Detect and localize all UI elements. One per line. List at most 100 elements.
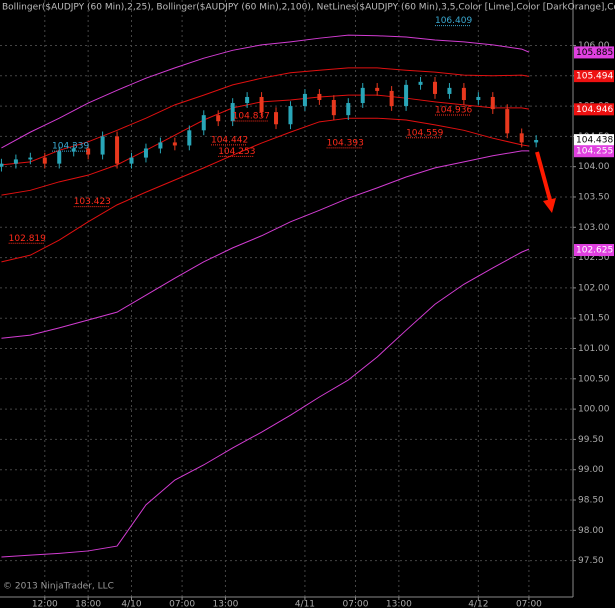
copyright: © 2013 NinjaTrader, LLC bbox=[3, 582, 114, 592]
price-marker-box bbox=[574, 145, 614, 158]
level-label: 104.393 bbox=[327, 138, 364, 148]
candle-body bbox=[115, 136, 120, 164]
candle-body bbox=[519, 133, 524, 143]
candle-body bbox=[13, 159, 18, 164]
candle-body bbox=[360, 87, 365, 104]
x-tick-label: 07:00 bbox=[343, 600, 369, 608]
level-label: 106.409 bbox=[435, 16, 472, 26]
band-line bbox=[1, 150, 529, 339]
band-line bbox=[1, 117, 530, 263]
candle-body bbox=[42, 157, 47, 164]
x-tick-label: 4/12 bbox=[468, 600, 488, 608]
x-tick-label: 4/11 bbox=[295, 600, 315, 608]
candle-body bbox=[404, 84, 409, 107]
candle-body bbox=[259, 96, 264, 113]
level-label: 104.253 bbox=[218, 147, 255, 157]
candle-body bbox=[490, 96, 495, 110]
price-marker-label: 105.885 bbox=[576, 48, 613, 58]
y-tick-label: 101.00 bbox=[578, 344, 610, 354]
candle-body bbox=[100, 136, 105, 155]
band-line bbox=[1, 94, 530, 196]
candle-body bbox=[216, 115, 221, 122]
candle-body bbox=[505, 109, 510, 134]
candle-body bbox=[230, 103, 235, 122]
level-label: 104.837 bbox=[233, 111, 270, 121]
candle-body bbox=[0, 163, 4, 167]
candle-body bbox=[86, 148, 91, 155]
candle-body bbox=[346, 103, 351, 116]
level-label: 104.339 bbox=[52, 142, 89, 152]
x-tick-label: 12:00 bbox=[32, 600, 58, 608]
candle-body bbox=[389, 90, 394, 107]
y-tick-label: 99.00 bbox=[578, 465, 604, 475]
y-tick-label: 97.50 bbox=[578, 556, 604, 566]
price-marker-label: 105.494 bbox=[576, 72, 613, 82]
price-marker-label: 102.625 bbox=[576, 246, 613, 256]
x-tick-label: 4/10 bbox=[121, 600, 141, 608]
price-marker-box bbox=[574, 134, 614, 147]
candle-body bbox=[317, 93, 322, 101]
candle-body bbox=[172, 142, 177, 146]
candle-body bbox=[158, 142, 163, 149]
candle-body bbox=[201, 115, 206, 131]
price-marker-box bbox=[574, 46, 614, 59]
candle-body bbox=[476, 96, 481, 101]
candle-body bbox=[534, 140, 539, 143]
price-marker-box bbox=[574, 70, 614, 83]
band-line bbox=[1, 67, 530, 166]
candle-body bbox=[461, 87, 466, 101]
plot: 12:00 18:00 4/10 07:00 13:00 4/11 07:00 13:00 4/… bbox=[0, 0, 573, 608]
band-line bbox=[1, 248, 530, 558]
level-label: 104.559 bbox=[406, 128, 443, 138]
arrow-shaft bbox=[535, 151, 552, 201]
level-label: 103.423 bbox=[74, 197, 111, 207]
x-tick-label: 07:00 bbox=[169, 600, 195, 608]
y-tick-label: 98.00 bbox=[578, 526, 604, 536]
y-tick-label: 98.50 bbox=[578, 496, 604, 506]
chart-title: Bollinger($AUDJPY (60 Min),2,25), Bollin… bbox=[2, 3, 615, 13]
candle-body bbox=[28, 157, 33, 160]
x-tick-label: 13:00 bbox=[386, 600, 412, 608]
band-line bbox=[1, 34, 530, 149]
candle-body bbox=[71, 148, 76, 152]
price-marker-box bbox=[574, 103, 614, 116]
y-tick-label: 103.00 bbox=[578, 223, 610, 233]
price-marker-label: 104.438 bbox=[576, 136, 613, 146]
candle-body bbox=[187, 130, 192, 146]
y-tick-label: 102.00 bbox=[578, 283, 610, 293]
candle-body bbox=[274, 112, 279, 125]
x-tick-label: 18:00 bbox=[75, 600, 101, 608]
candle-body bbox=[418, 81, 423, 85]
y-tick-label: 99.50 bbox=[578, 435, 604, 445]
y-tick-label: 103.50 bbox=[578, 192, 610, 202]
candle-body bbox=[129, 157, 134, 164]
y-tick-label: 102.50 bbox=[578, 253, 610, 263]
candle-body bbox=[447, 87, 452, 94]
y-tick-label: 101.50 bbox=[578, 314, 610, 324]
price-marker-label: 104.946 bbox=[576, 105, 613, 115]
price-axis-area bbox=[573, 0, 615, 608]
price-marker-label: 104.255 bbox=[576, 147, 613, 157]
candle-body bbox=[143, 148, 148, 158]
candle-body bbox=[375, 87, 380, 91]
candle-body bbox=[302, 93, 307, 107]
level-label: 104.936 bbox=[435, 105, 472, 115]
y-tick-label: 100.50 bbox=[578, 374, 610, 384]
candle-body bbox=[245, 96, 250, 104]
x-tick-label: 13:00 bbox=[212, 600, 238, 608]
y-tick-label: 104.00 bbox=[578, 162, 610, 172]
candle-body bbox=[288, 106, 293, 125]
candle-body bbox=[57, 151, 62, 164]
y-tick-label: 100.00 bbox=[578, 405, 610, 415]
y-tick-label: 106.00 bbox=[578, 41, 610, 51]
red-arrow bbox=[535, 151, 556, 213]
arrow-head bbox=[543, 198, 556, 213]
level-label: 102.819 bbox=[9, 234, 46, 244]
candle-body bbox=[432, 81, 437, 94]
level-label: 104.442 bbox=[211, 135, 248, 145]
x-tick-label: 07:00 bbox=[516, 600, 542, 608]
price-marker-box bbox=[574, 244, 614, 257]
candle-body bbox=[331, 100, 336, 116]
